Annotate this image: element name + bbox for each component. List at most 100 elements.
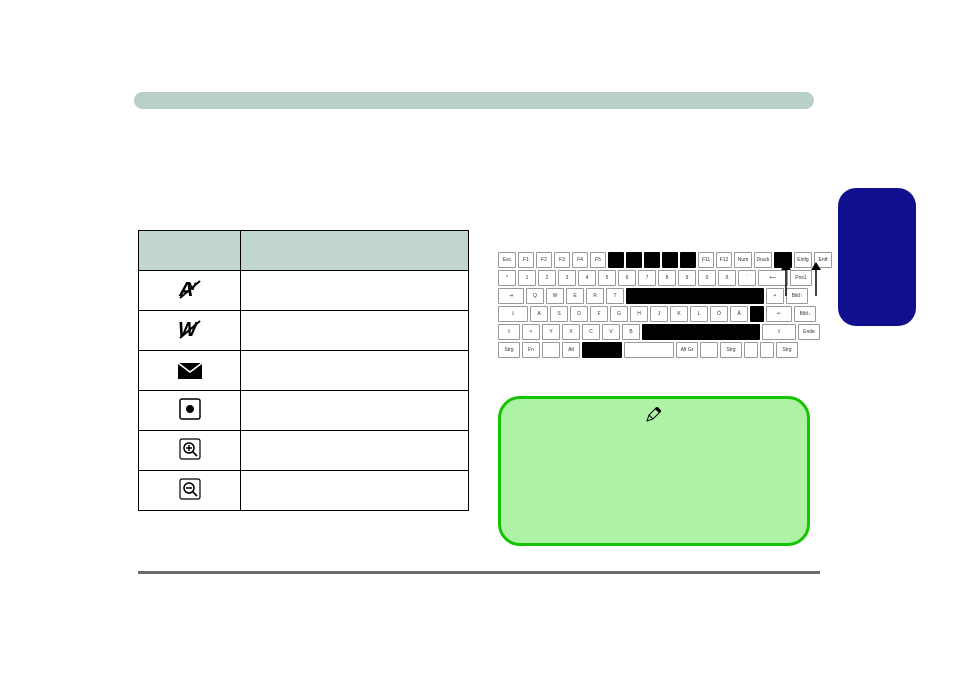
key: X [562, 324, 580, 340]
key: 4 [578, 270, 596, 286]
cell-desc [241, 471, 469, 511]
table-row [139, 431, 469, 471]
key: L [690, 306, 708, 322]
key [700, 342, 718, 358]
key: Ende [798, 324, 820, 340]
key: < [522, 324, 540, 340]
arrow-icon [778, 262, 794, 298]
cell-desc [241, 311, 469, 351]
table-row [139, 391, 469, 431]
key: V [602, 324, 620, 340]
key: 1 [518, 270, 536, 286]
key [644, 252, 660, 268]
key: B [622, 324, 640, 340]
key [608, 252, 624, 268]
key: F4 [572, 252, 588, 268]
key [760, 342, 774, 358]
arrow-icon [808, 262, 824, 298]
key: 3 [558, 270, 576, 286]
key: Strg [776, 342, 798, 358]
key: W [546, 288, 564, 304]
table-row [139, 471, 469, 511]
key: ↵ [766, 306, 792, 322]
side-badge [838, 188, 916, 326]
key: Bild↓ [794, 306, 816, 322]
key: Ö [710, 306, 728, 322]
key: F11 [698, 252, 714, 268]
key: R [586, 288, 604, 304]
key: ⇧ [762, 324, 796, 340]
key: ´ [738, 270, 756, 286]
key [662, 252, 678, 268]
cell-desc [241, 271, 469, 311]
header-bar [134, 92, 814, 109]
key: A [530, 306, 548, 322]
key: C [582, 324, 600, 340]
key: 5 [598, 270, 616, 286]
kb-row-3: ⇩ A S D F G H J K L Ö Ä ↵ Bild↓ [498, 306, 834, 322]
key: Num [734, 252, 752, 268]
key: Alt [562, 342, 580, 358]
w-crossed-icon: W [175, 316, 205, 342]
key: K [670, 306, 688, 322]
key: F12 [716, 252, 732, 268]
key: 0 [698, 270, 716, 286]
key: Ä [730, 306, 748, 322]
key [750, 306, 764, 322]
key: 8 [658, 270, 676, 286]
key: E [566, 288, 584, 304]
key: T [606, 288, 624, 304]
key: Esc [498, 252, 516, 268]
key: Y [542, 324, 560, 340]
key: 9 [678, 270, 696, 286]
key: ⇥ [498, 288, 524, 304]
table-row: W [139, 311, 469, 351]
key: F1 [518, 252, 534, 268]
key: F5 [590, 252, 606, 268]
table-row [139, 351, 469, 391]
key [582, 342, 622, 358]
key: F2 [536, 252, 552, 268]
key: ß [718, 270, 736, 286]
key [744, 342, 758, 358]
key: Druck [754, 252, 772, 268]
key: S [550, 306, 568, 322]
key: Q [526, 288, 544, 304]
key [624, 342, 674, 358]
table-row: A V [139, 271, 469, 311]
key: Fn [522, 342, 540, 358]
table-header-desc [241, 231, 469, 271]
key: H [630, 306, 648, 322]
kb-row-4: ⇧ < Y X C V B ⇧ Ende [498, 324, 834, 340]
footer-divider [138, 571, 820, 574]
zoom-in-icon [175, 436, 205, 462]
key: G [610, 306, 628, 322]
key: D [570, 306, 588, 322]
key: F [590, 306, 608, 322]
cell-desc [241, 351, 469, 391]
key: F3 [554, 252, 570, 268]
shortcut-table: A V W [138, 230, 469, 511]
mail-icon [175, 358, 205, 384]
key: 6 [618, 270, 636, 286]
key: 7 [638, 270, 656, 286]
key [680, 252, 696, 268]
key: Strg [720, 342, 742, 358]
key [626, 288, 764, 304]
key: ^ [498, 270, 516, 286]
zoom-out-icon [175, 476, 205, 502]
record-icon [175, 396, 205, 422]
key [642, 324, 760, 340]
pencil-icon [645, 407, 661, 428]
av-crossed-icon: A V [175, 276, 205, 302]
note-box [498, 396, 810, 546]
key: 2 [538, 270, 556, 286]
key: Alt Gr [676, 342, 698, 358]
key [626, 252, 642, 268]
key: Strg [498, 342, 520, 358]
cell-desc [241, 431, 469, 471]
key: ⇩ [498, 306, 528, 322]
key [542, 342, 560, 358]
key: ⇧ [498, 324, 520, 340]
cell-desc [241, 391, 469, 431]
